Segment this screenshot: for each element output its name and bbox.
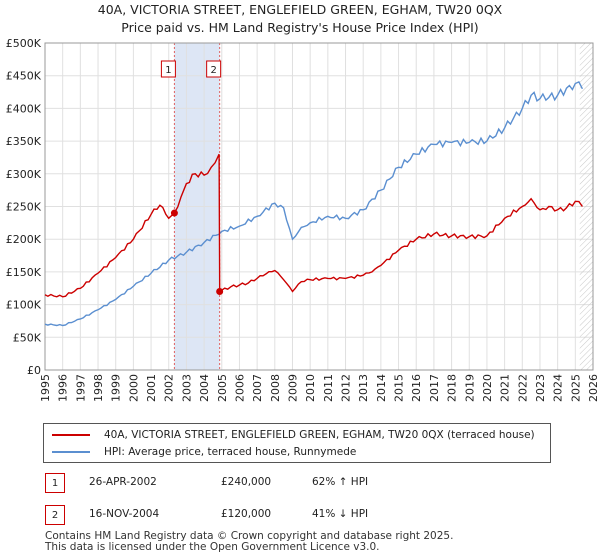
x-tick-label: 1996 <box>57 374 70 402</box>
footer: Contains HM Land Registry data © Crown c… <box>45 531 453 553</box>
x-tick-label: 2016 <box>410 374 423 402</box>
y-tick-label: £300K <box>6 168 42 181</box>
sale-marker-label: 2 <box>210 65 216 76</box>
legend-property-label: 40A, VICTORIA STREET, ENGLEFIELD GREEN, … <box>104 429 535 441</box>
y-tick-label: £400K <box>6 102 42 115</box>
x-tick-label: 2022 <box>516 374 529 402</box>
x-tick-label: 2012 <box>340 374 353 402</box>
y-tick-label: £200K <box>6 233 42 246</box>
x-tick-label: 2013 <box>357 374 370 402</box>
legend: 40A, VICTORIA STREET, ENGLEFIELD GREEN, … <box>43 423 551 463</box>
legend-item-property: 40A, VICTORIA STREET, ENGLEFIELD GREEN, … <box>52 427 535 443</box>
plot-frame <box>44 42 594 371</box>
x-tick-label: 2007 <box>251 374 264 402</box>
x-tick-label: 2020 <box>481 374 494 402</box>
future-forecast-region <box>579 43 593 370</box>
sale-price: £120,000 <box>221 508 272 520</box>
x-tick-label: 2001 <box>145 374 158 402</box>
x-tick-label: 1995 <box>39 374 52 402</box>
chart-subtitle: Price paid vs. HM Land Registry's House … <box>121 20 479 35</box>
x-tick-label: 2004 <box>198 374 211 402</box>
x-tick-label: 2021 <box>499 374 512 402</box>
legend-hpi-line <box>52 451 90 453</box>
property-series-line <box>44 153 583 298</box>
y-tick-label: £500K <box>6 37 42 50</box>
sale-hpi-change: 62% ↑ HPI <box>312 476 369 488</box>
x-tick-label: 2002 <box>163 374 176 402</box>
x-tick-label: 1997 <box>74 374 87 402</box>
legend-hpi-label: HPI: Average price, terraced house, Runn… <box>104 446 357 458</box>
legend-property-line <box>52 434 90 436</box>
y-tick-label: £100K <box>6 299 42 312</box>
x-tick-label: 2019 <box>463 374 476 402</box>
x-tick-label: 2017 <box>428 374 441 402</box>
chart-title: 40A, VICTORIA STREET, ENGLEFIELD GREEN, … <box>97 2 503 17</box>
legend-item-hpi: HPI: Average price, terraced house, Runn… <box>52 444 356 460</box>
sale-marker-box <box>160 60 176 78</box>
y-tick-label: £50K <box>13 331 42 344</box>
x-tick-label: 2014 <box>375 374 388 402</box>
x-tick-label: 2006 <box>233 374 246 402</box>
y-tick-label: £450K <box>6 70 42 83</box>
x-tick-label: 2008 <box>269 374 282 402</box>
x-tick-label: 2024 <box>552 374 565 402</box>
sale-price: £240,000 <box>221 476 272 488</box>
x-tick-label: 2003 <box>180 374 193 402</box>
y-tick-label: £0 <box>27 364 41 377</box>
x-tick-label: 2009 <box>286 374 299 402</box>
sale-hpi-change: 41% ↓ HPI <box>312 508 369 520</box>
price-chart: £0 £50K £100K £150K £200K £250K £300K £350K £400… <box>6 37 600 402</box>
sale-marker-box <box>206 60 222 78</box>
sale-point <box>170 209 178 217</box>
x-tick-label: 2015 <box>393 374 406 402</box>
y-tick-label: £350K <box>6 135 42 148</box>
y-tick-label: £150K <box>6 266 42 279</box>
y-tick-label: £250K <box>6 201 42 214</box>
x-tick-label: 2026 <box>587 374 600 402</box>
x-tick-label: 2018 <box>446 374 459 402</box>
footer-line-1: Contains HM Land Registry data © Crown c… <box>45 530 454 542</box>
sale-point <box>216 288 224 296</box>
x-tick-label: 2000 <box>127 374 140 402</box>
hpi-series-line <box>44 80 584 327</box>
sale-marker-box: 1 <box>45 473 65 493</box>
x-tick-label: 2023 <box>534 374 547 402</box>
x-tick-label: 2005 <box>216 374 229 402</box>
sale-marker-box: 2 <box>45 505 65 525</box>
x-tick-label: 2025 <box>569 374 582 402</box>
x-tick-label: 1999 <box>110 374 123 402</box>
sale-date: 26-APR-2002 <box>89 476 157 488</box>
footer-line-2: This data is licensed under the Open Gov… <box>45 541 380 553</box>
x-tick-label: 1998 <box>92 374 105 402</box>
sale-marker-label: 1 <box>165 65 171 76</box>
sale-date: 16-NOV-2004 <box>89 508 160 520</box>
x-tick-label: 2010 <box>304 374 317 402</box>
x-tick-label: 2011 <box>322 374 335 402</box>
